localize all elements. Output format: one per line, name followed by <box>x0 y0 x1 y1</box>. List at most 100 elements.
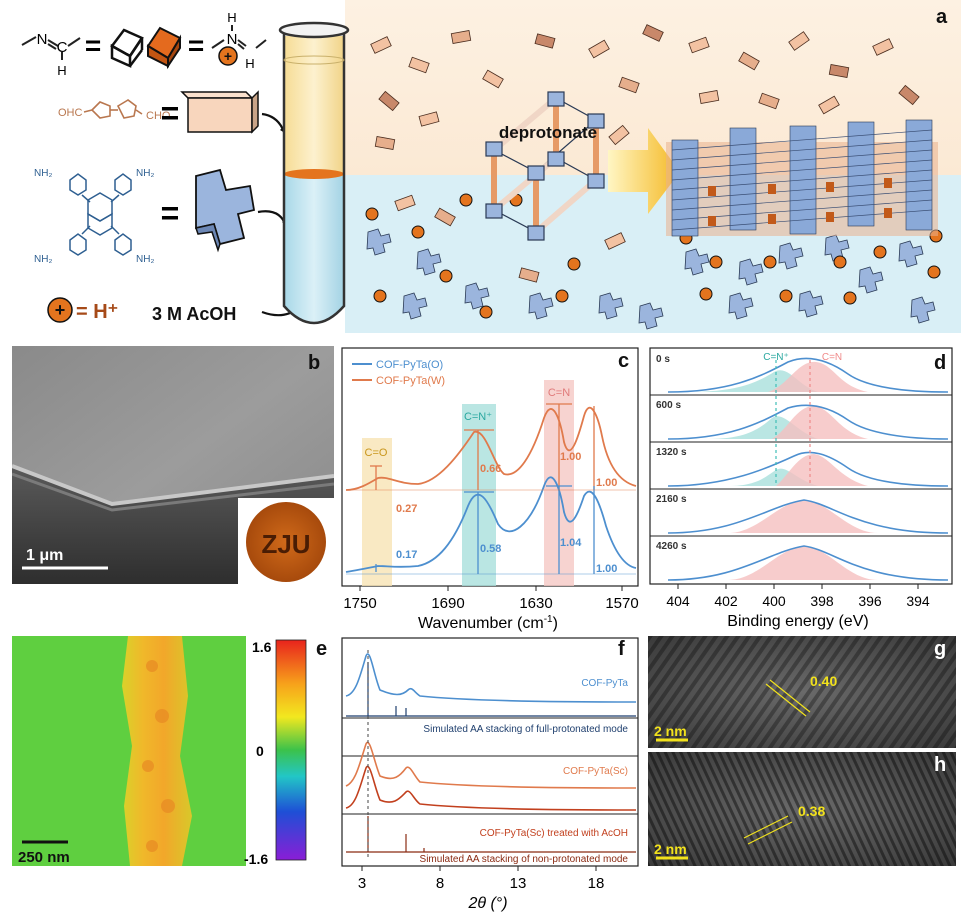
svg-text:COF-PyTa(W): COF-PyTa(W) <box>376 375 445 387</box>
svg-text:=: = <box>161 95 180 131</box>
svg-text:600 s: 600 s <box>656 400 681 411</box>
svg-text:3 M AcOH: 3 M AcOH <box>152 304 236 324</box>
process-arrow <box>608 128 680 214</box>
protonated-cube-icon <box>146 26 182 70</box>
svg-text:CHO: CHO <box>146 110 171 122</box>
svg-text:1.00: 1.00 <box>596 563 617 575</box>
panel-b: ZJU 1 μm b <box>12 346 334 584</box>
test-tube <box>278 21 350 325</box>
svg-text:=: = <box>161 195 180 231</box>
panel-f: COF-PyTa Simulated AA stacking of full-p… <box>338 636 642 914</box>
svg-text:2θ (°): 2θ (°) <box>467 895 507 912</box>
svg-text:0.66: 0.66 <box>480 463 501 475</box>
proton-icon <box>218 46 238 66</box>
svg-text:0.58: 0.58 <box>480 543 501 555</box>
d-spacing-marker-g <box>765 679 811 717</box>
floating-nodes <box>366 228 936 330</box>
imine-cube-icon <box>110 28 144 68</box>
pxrd-chart: COF-PyTa Simulated AA stacking of full-p… <box>341 637 639 912</box>
panel-a: N C H = = H N + H OHC CHO = <box>0 0 961 338</box>
svg-text:1750: 1750 <box>343 595 376 612</box>
svg-text:NH₂: NH₂ <box>136 168 154 179</box>
svg-text:1.00: 1.00 <box>560 451 581 463</box>
stacked-cof-film <box>666 119 938 237</box>
d-spacing-marker-h <box>743 815 793 845</box>
svg-text:1630: 1630 <box>519 595 552 612</box>
sem-image: ZJU 1 μm <box>12 346 334 584</box>
bithiophene-aldehyde <box>83 99 143 119</box>
svg-text:402: 402 <box>714 593 738 609</box>
ftir-chart: C=O C=N⁺ C=N 0.27 0.66 1.00 1.00 0.17 0.… <box>341 347 639 632</box>
film-photo-inset <box>246 502 326 582</box>
svg-text:1.6: 1.6 <box>252 639 272 655</box>
svg-text:NH₂: NH₂ <box>34 254 52 265</box>
svg-text:COF-PyTa: COF-PyTa <box>581 678 628 689</box>
svg-text:1320 s: 1320 s <box>656 447 687 458</box>
svg-text:C=N⁺: C=N⁺ <box>763 352 789 363</box>
xps-chart: 0 s 600 s 1320 s 2160 s 4260 s C=N⁺ C=N … <box>649 347 953 630</box>
svg-text:0.40: 0.40 <box>810 673 837 689</box>
panel-label-g: g <box>934 638 947 660</box>
svg-text:18: 18 <box>588 875 605 892</box>
svg-text:N: N <box>227 31 238 48</box>
trace-cof-pytaw <box>345 406 637 491</box>
svg-text:Simulated AA stacking of full-: Simulated AA stacking of full-protonated… <box>423 724 628 735</box>
pyrene-node-icon <box>195 168 256 253</box>
svg-text:0.38: 0.38 <box>798 803 825 819</box>
panel-e: 250 nm 1.6 0 -1.6 e <box>12 636 338 868</box>
panel-c: C=O C=N⁺ C=N 0.27 0.66 1.00 1.00 0.17 0.… <box>338 346 642 634</box>
svg-text:1.04: 1.04 <box>560 537 582 549</box>
svg-text:H: H <box>245 56 254 71</box>
svg-text:NH₂: NH₂ <box>136 254 154 265</box>
svg-text:Wavenumber (cm-1): Wavenumber (cm-1) <box>418 614 558 632</box>
floating-linkers <box>370 24 920 283</box>
afm-image: 250 nm 1.6 0 -1.6 <box>12 636 307 867</box>
iminium-molecule <box>211 25 267 50</box>
svg-text:=: = <box>85 30 101 61</box>
svg-text:8: 8 <box>436 875 444 892</box>
panel-label-h: h <box>934 754 947 776</box>
svg-text:250 nm: 250 nm <box>18 849 70 866</box>
svg-text:0.17: 0.17 <box>396 549 417 561</box>
svg-text:COF-PyTa(Sc) treated with AcOH: COF-PyTa(Sc) treated with AcOH <box>480 828 628 839</box>
svg-text:398: 398 <box>810 593 834 609</box>
panel-label-f: f <box>618 638 625 660</box>
svg-text:2 nm: 2 nm <box>654 723 687 739</box>
svg-text:394: 394 <box>906 593 930 609</box>
panel-label-b: b <box>308 352 321 374</box>
band-co <box>362 438 392 586</box>
svg-text:1 μm: 1 μm <box>26 547 63 564</box>
linker-block-icon <box>180 90 259 134</box>
pyrene-tetraamine <box>69 173 132 256</box>
trace-cof-pytao <box>345 476 637 573</box>
svg-text:0.27: 0.27 <box>396 503 417 515</box>
tem-image-h: 0.38 2 nm <box>648 752 956 866</box>
svg-text:C=O: C=O <box>365 447 388 459</box>
panel-d: 0 s 600 s 1320 s 2160 s 4260 s C=N⁺ C=N … <box>648 346 956 634</box>
trace-acoh-treated <box>345 765 637 811</box>
svg-text:+: + <box>55 300 66 320</box>
panel-g: 0.40 2 nm g <box>648 636 956 748</box>
svg-text:C=N: C=N <box>548 387 570 399</box>
svg-text:3: 3 <box>358 875 366 892</box>
svg-text:=: = <box>188 30 204 61</box>
trace-cof-pyta <box>345 653 637 703</box>
afm-colorbar <box>275 639 307 861</box>
imine-molecule <box>21 36 81 60</box>
svg-text:0: 0 <box>256 743 264 759</box>
svg-text:2 nm: 2 nm <box>654 841 687 857</box>
svg-text:C=N⁺: C=N⁺ <box>464 411 492 423</box>
svg-text:4260 s: 4260 s <box>656 541 687 552</box>
cof-single-layer <box>485 91 605 241</box>
svg-text:1.00: 1.00 <box>596 477 617 489</box>
svg-text:N: N <box>37 31 48 48</box>
panel-a-schematic: N C H = = H N + H OHC CHO = <box>21 0 961 333</box>
svg-text:H: H <box>57 63 66 78</box>
panel-label-a: a <box>936 6 948 28</box>
svg-text:ZJU: ZJU <box>261 529 310 559</box>
panel-label-c: c <box>618 350 630 372</box>
svg-text:-1.6: -1.6 <box>244 851 268 867</box>
svg-text:396: 396 <box>858 593 882 609</box>
svg-text:NH₂: NH₂ <box>34 168 52 179</box>
svg-text:1570: 1570 <box>605 595 638 612</box>
